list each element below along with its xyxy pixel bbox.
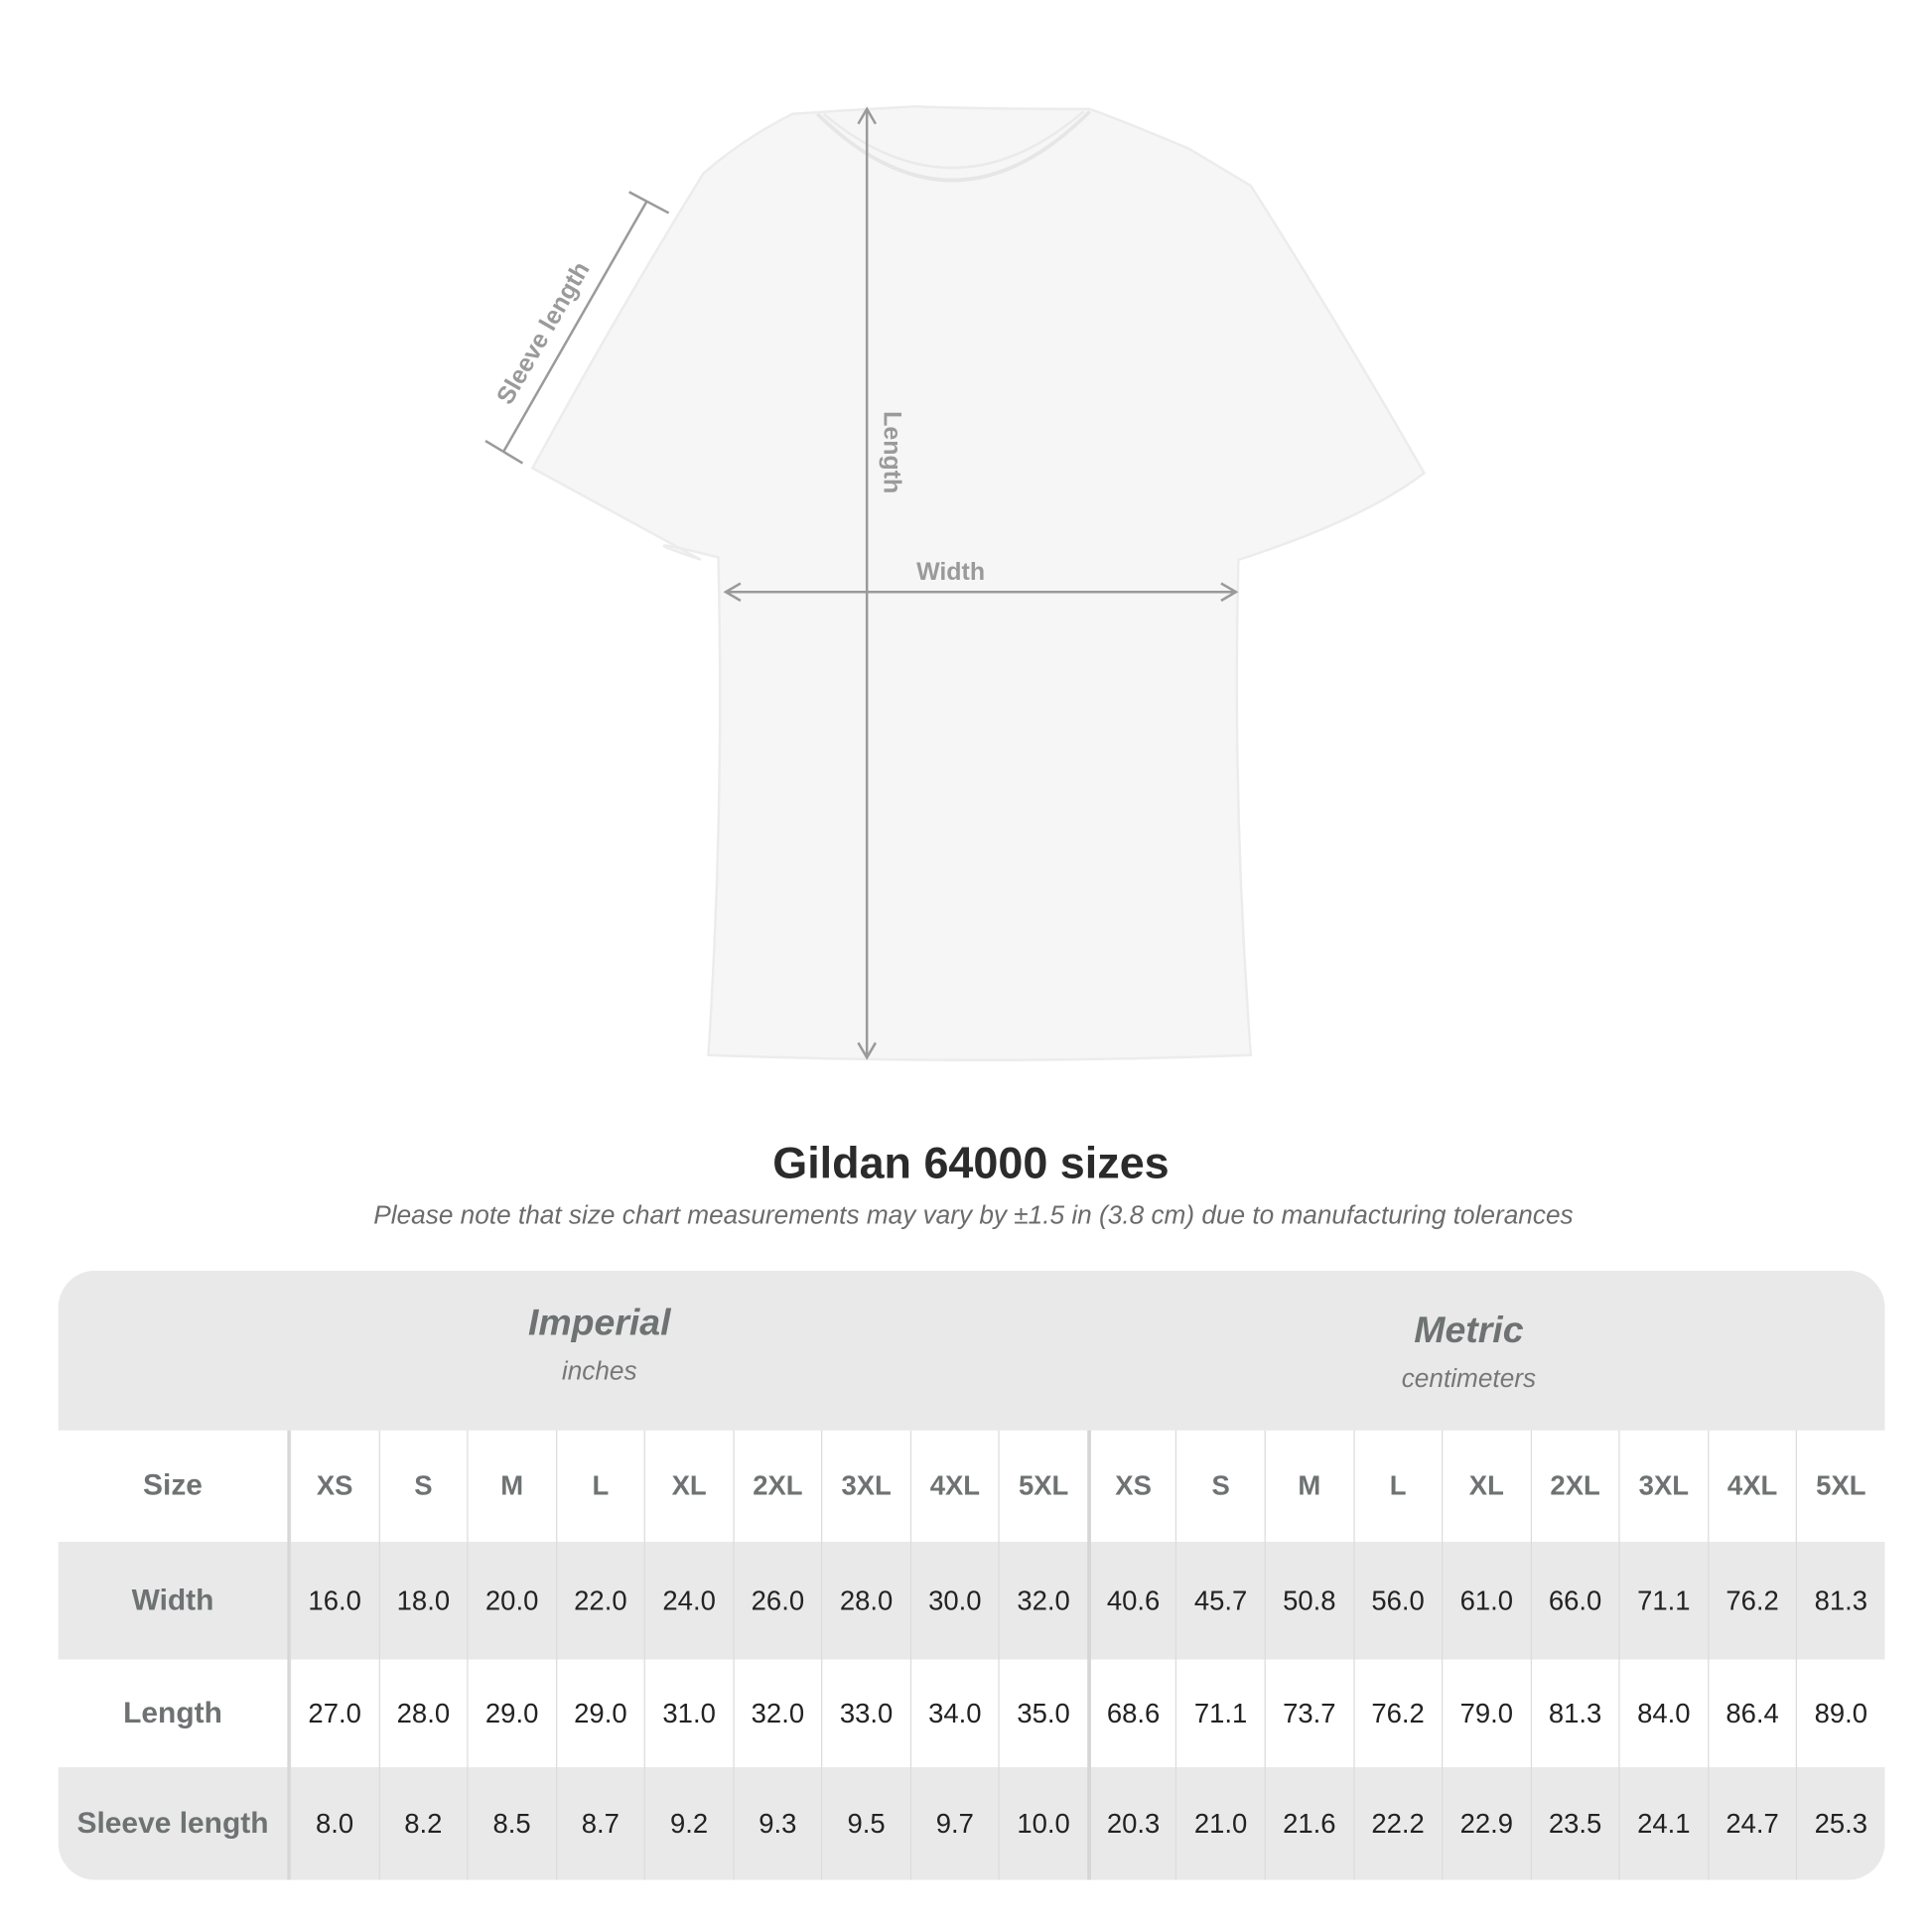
- row-label: Length: [59, 1659, 290, 1768]
- table-cell: 25.3: [1796, 1767, 1884, 1880]
- imperial-title: Imperial: [527, 1303, 671, 1344]
- table-cell: 68.6: [1087, 1659, 1175, 1768]
- table-cell: 21.0: [1175, 1767, 1264, 1880]
- table-cell: S: [1175, 1430, 1264, 1543]
- table-cell: 32.0: [998, 1542, 1087, 1660]
- table-cell: 9.5: [821, 1767, 909, 1880]
- table-cell: 24.7: [1707, 1767, 1796, 1880]
- table-cell: 24.0: [643, 1542, 733, 1660]
- table-cell: 10.0: [998, 1767, 1087, 1880]
- table-cell: 34.0: [909, 1659, 999, 1768]
- size-table: Imperial inches Metric centimeters Size X…: [58, 1270, 1885, 1880]
- table-cell: 9.2: [643, 1767, 733, 1880]
- length-label: Length: [879, 411, 906, 493]
- units-header: Imperial inches Metric centimeters: [58, 1270, 1885, 1431]
- table-cell: 22.0: [555, 1542, 644, 1660]
- table-cell: XL: [1442, 1430, 1530, 1543]
- table-cell: 5XL: [1796, 1430, 1884, 1543]
- table-cell: 4XL: [1707, 1430, 1796, 1543]
- table-cell: 9.7: [909, 1767, 999, 1880]
- table-cell: 5XL: [998, 1430, 1087, 1543]
- table-cell: 23.5: [1530, 1767, 1618, 1880]
- table-row-length: Length 27.0 28.0 29.0 29.0 31.0 32.0 33.0 34.0 35…: [59, 1659, 1885, 1768]
- table-cell: 2XL: [1530, 1430, 1618, 1543]
- chart-title: Gildan 64000 sizes: [772, 1137, 1170, 1188]
- tshirt-diagram: Sleeve length Length Width: [484, 105, 1427, 1062]
- table-cell: 81.3: [1530, 1659, 1618, 1768]
- table-cell: 8.7: [555, 1767, 644, 1880]
- table-cell: 56.0: [1352, 1542, 1442, 1660]
- table-cell: 66.0: [1530, 1542, 1618, 1660]
- table-cell: 8.5: [467, 1767, 555, 1880]
- table-cell: 8.2: [378, 1767, 467, 1880]
- table-cell: 3XL: [821, 1430, 909, 1543]
- table-cell: 45.7: [1175, 1542, 1264, 1660]
- table-cell: 61.0: [1442, 1542, 1530, 1660]
- table-cell: XS: [289, 1430, 378, 1543]
- table-cell: 8.0: [289, 1767, 378, 1880]
- table-cell: 20.3: [1087, 1767, 1175, 1880]
- tolerance-note: Please note that size chart measurements…: [373, 1200, 1574, 1230]
- imperial-unit: inches: [561, 1357, 637, 1386]
- row-label: Size: [59, 1430, 290, 1543]
- table-cell: 18.0: [378, 1542, 467, 1660]
- table-cell: 33.0: [821, 1659, 909, 1768]
- table-cell: 3XL: [1618, 1430, 1708, 1543]
- table-cell: 2XL: [733, 1430, 821, 1543]
- table-cell: 20.0: [467, 1542, 555, 1660]
- table-cell: L: [555, 1430, 644, 1543]
- table-cell: 32.0: [733, 1659, 821, 1768]
- table-cell: S: [378, 1430, 467, 1543]
- tshirt-shape: [530, 105, 1427, 1062]
- table-cell: 31.0: [643, 1659, 733, 1768]
- table-cell: 24.1: [1618, 1767, 1708, 1880]
- table-cell: 40.6: [1087, 1542, 1175, 1660]
- table-cell: 71.1: [1175, 1659, 1264, 1768]
- table-row-sleeve-length: Sleeve length 8.0 8.2 8.5 8.7 9.2 9.3 9.5 9.7 10.…: [58, 1767, 1885, 1880]
- table-cell: 28.0: [378, 1659, 467, 1768]
- imperial-header: Imperial inches: [290, 1303, 909, 1387]
- sleeve-arrow: [502, 201, 648, 452]
- table-cell: XL: [643, 1430, 733, 1543]
- table-cell: M: [467, 1430, 555, 1543]
- table-cell: 28.0: [821, 1542, 909, 1660]
- table-cell: 26.0: [733, 1542, 821, 1660]
- table-cell: XS: [1087, 1430, 1175, 1543]
- table-cell: M: [1264, 1430, 1353, 1543]
- table-cell: 76.2: [1707, 1542, 1796, 1660]
- table-row-width: Width 16.0 18.0 20.0 22.0 24.0 26.0 28.0 30.0 32.…: [58, 1542, 1885, 1660]
- table-cell: 86.4: [1707, 1659, 1796, 1768]
- table-cell: 89.0: [1796, 1659, 1884, 1768]
- table-cell: 4XL: [909, 1430, 999, 1543]
- table-cell: 81.3: [1796, 1542, 1884, 1660]
- row-label: Sleeve length: [59, 1767, 290, 1880]
- table-cell: 29.0: [467, 1659, 555, 1768]
- table-cell: 29.0: [555, 1659, 644, 1768]
- table-cell: 9.3: [733, 1767, 821, 1880]
- row-label: Width: [59, 1542, 290, 1660]
- metric-unit: centimeters: [1401, 1364, 1537, 1394]
- table-cell: 27.0: [289, 1659, 378, 1768]
- table-cell: 50.8: [1264, 1542, 1353, 1660]
- table-cell: 73.7: [1264, 1659, 1353, 1768]
- table-cell: 16.0: [289, 1542, 378, 1660]
- table-cell: 79.0: [1442, 1659, 1530, 1768]
- table-cell: 71.1: [1618, 1542, 1708, 1660]
- table-cell: 84.0: [1618, 1659, 1708, 1768]
- table-cell: 22.9: [1442, 1767, 1530, 1880]
- metric-title: Metric: [1414, 1310, 1524, 1351]
- table-cell: 22.2: [1352, 1767, 1442, 1880]
- table-cell: 76.2: [1352, 1659, 1442, 1768]
- table-cell: L: [1352, 1430, 1442, 1543]
- table-cell: 30.0: [909, 1542, 999, 1660]
- table-cell: 21.6: [1264, 1767, 1353, 1880]
- metric-header: Metric centimeters: [1160, 1311, 1779, 1395]
- width-label: Width: [916, 558, 985, 586]
- size-header-row: Size XS S M L XL 2XL 3XL 4XL 5XL XS S M L XL 2XL 3XL 4XL 5…: [59, 1430, 1885, 1543]
- table-cell: 35.0: [998, 1659, 1087, 1768]
